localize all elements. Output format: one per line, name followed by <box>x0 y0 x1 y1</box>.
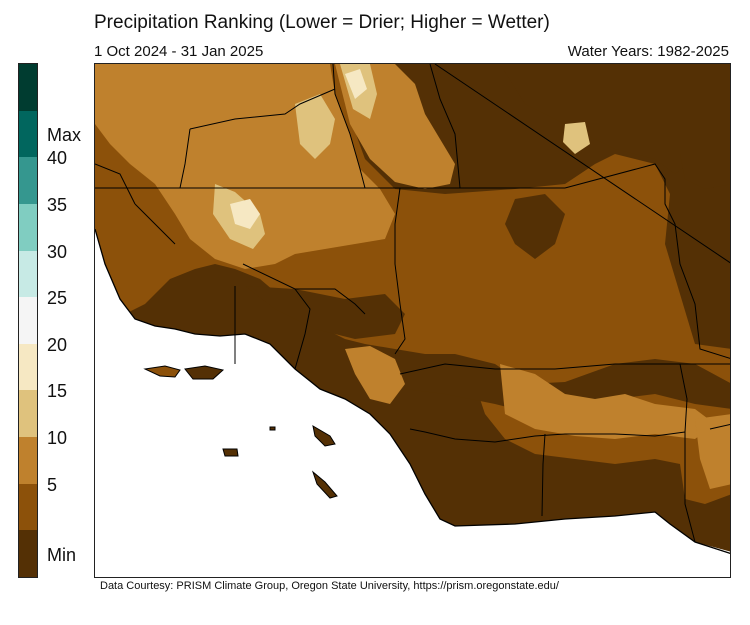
county-boundaries <box>95 64 730 543</box>
legend-label: 15 <box>47 381 68 402</box>
island <box>184 365 225 380</box>
island <box>143 365 181 378</box>
legend-bin <box>19 529 37 577</box>
legend-label: 20 <box>47 334 68 355</box>
legend-label: 25 <box>47 288 68 309</box>
legend-bin <box>19 389 37 438</box>
legend-bin <box>19 63 37 111</box>
color-legend <box>18 63 38 578</box>
precipitation-map <box>94 63 731 578</box>
legend-bin <box>19 203 37 251</box>
legend-label: 35 <box>47 194 68 215</box>
land-region <box>505 194 565 259</box>
island <box>269 426 276 431</box>
water-years: Water Years: 1982-2025 <box>567 43 729 60</box>
legend-label: Max <box>47 124 82 145</box>
legend-label: Min <box>47 544 77 565</box>
land-region <box>345 346 405 404</box>
coastline <box>95 228 730 555</box>
data-credit: Data Courtesy: PRISM Climate Group, Oreg… <box>100 580 559 592</box>
legend-bin <box>19 250 37 298</box>
land-region <box>245 286 405 339</box>
legend-label: 10 <box>47 428 68 449</box>
land-region <box>345 69 367 99</box>
legend-bin <box>19 296 37 344</box>
legend-label: 40 <box>47 148 68 169</box>
legend-label: 5 <box>47 474 58 495</box>
legend-bin <box>19 156 37 204</box>
legend-bin <box>19 110 37 158</box>
date-range: 1 Oct 2024 - 31 Jan 2025 <box>94 43 264 60</box>
ocean <box>95 229 730 577</box>
legend-bin <box>19 343 37 391</box>
map-title: Precipitation Ranking (Lower = Drier; Hi… <box>94 12 550 33</box>
land-region <box>563 122 590 154</box>
land-region <box>680 154 730 189</box>
legend-bin <box>19 436 37 484</box>
land-region <box>295 94 335 159</box>
land-region <box>500 64 730 174</box>
land-region <box>695 414 730 489</box>
legend-label: 30 <box>47 241 68 262</box>
land-region <box>395 354 730 414</box>
legend-bin <box>19 483 37 531</box>
island <box>222 448 239 457</box>
island <box>312 425 336 447</box>
map-svg <box>95 64 730 577</box>
land-region <box>500 364 715 439</box>
island <box>311 470 338 499</box>
land-region <box>230 199 260 229</box>
